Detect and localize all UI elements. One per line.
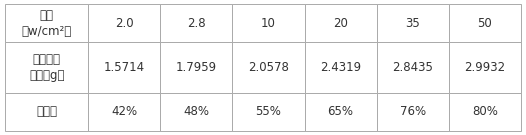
Text: 2.0578: 2.0578 — [248, 61, 289, 74]
Text: 50: 50 — [477, 17, 492, 30]
Text: 42%: 42% — [112, 105, 137, 118]
Text: 2.8435: 2.8435 — [392, 61, 433, 74]
Bar — [88, 93, 160, 131]
Bar — [449, 4, 521, 42]
Text: 80%: 80% — [472, 105, 498, 118]
Text: 10: 10 — [261, 17, 276, 30]
Bar — [305, 93, 377, 131]
Bar — [5, 42, 88, 93]
Bar — [232, 4, 305, 42]
Bar — [449, 42, 521, 93]
Text: 声强
（w/cm²）: 声强 （w/cm²） — [22, 9, 72, 38]
Bar — [160, 93, 232, 131]
Bar — [305, 4, 377, 42]
Bar — [377, 93, 449, 131]
Text: 萃硫率: 萃硫率 — [36, 105, 57, 118]
Bar — [88, 42, 160, 93]
Bar — [160, 42, 232, 93]
Text: 2.0: 2.0 — [115, 17, 134, 30]
Text: 1.7959: 1.7959 — [176, 61, 217, 74]
Text: 76%: 76% — [400, 105, 426, 118]
Bar — [377, 42, 449, 93]
Bar — [377, 4, 449, 42]
Bar — [232, 42, 305, 93]
Bar — [5, 4, 88, 42]
Text: 2.4319: 2.4319 — [320, 61, 361, 74]
Bar — [449, 93, 521, 131]
Text: 35: 35 — [405, 17, 420, 30]
Bar — [88, 4, 160, 42]
Text: 48%: 48% — [184, 105, 209, 118]
Text: 硫磺产出
质量（g）: 硫磺产出 质量（g） — [29, 53, 65, 82]
Bar — [232, 93, 305, 131]
Text: 55%: 55% — [256, 105, 281, 118]
Text: 2.9932: 2.9932 — [464, 61, 505, 74]
Text: 1.5714: 1.5714 — [104, 61, 145, 74]
Bar — [5, 93, 88, 131]
Text: 20: 20 — [333, 17, 348, 30]
Bar — [305, 42, 377, 93]
Bar — [160, 4, 232, 42]
Text: 65%: 65% — [328, 105, 353, 118]
Text: 2.8: 2.8 — [187, 17, 206, 30]
